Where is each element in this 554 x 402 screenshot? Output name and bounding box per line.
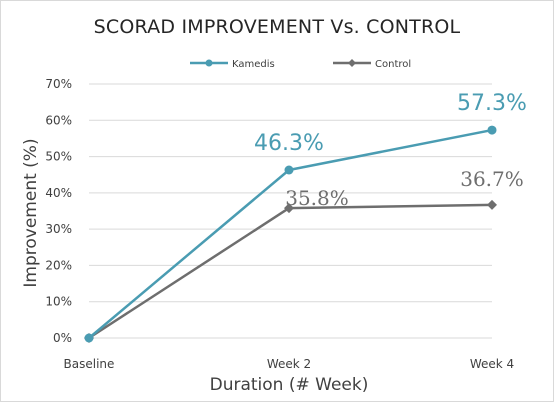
y-tick-label: 20% — [45, 258, 72, 272]
y-tick-label: 10% — [45, 295, 72, 309]
data-labels: 46.3% 57.3% 35.8% 36.7% — [254, 91, 527, 210]
y-tick-labels: 0% 10% 20% 30% 40% 50% 60% 70% — [45, 77, 72, 345]
chart-title: SCORAD IMPROVEMENT Vs. CONTROL — [93, 16, 461, 38]
x-tick-label: Week 4 — [470, 357, 514, 371]
y-tick-label: 40% — [45, 186, 72, 200]
y-tick-label: 60% — [45, 113, 72, 127]
data-label: 57.3% — [457, 91, 527, 116]
series-line-control — [88, 203, 493, 340]
data-point — [284, 165, 294, 175]
data-point — [487, 199, 497, 210]
data-label: 35.8% — [285, 186, 349, 210]
legend-marker — [205, 59, 213, 67]
y-tick-label: 0% — [53, 331, 72, 345]
data-point — [284, 203, 294, 214]
data-label: 36.7% — [460, 167, 524, 191]
y-tick-label: 70% — [45, 77, 72, 91]
data-point — [487, 125, 497, 135]
legend-marker — [348, 59, 356, 67]
series-line-kamedis — [88, 128, 493, 339]
data-point — [84, 333, 94, 343]
legend-label: Kamedis — [232, 59, 275, 70]
x-tick-label: Week 2 — [267, 357, 311, 371]
legend: Kamedis Control — [190, 59, 411, 70]
x-tick-label: Baseline — [64, 357, 115, 371]
x-tick-labels: Baseline Week 2 Week 4 — [64, 357, 515, 371]
gridlines — [89, 83, 492, 339]
data-label: 46.3% — [254, 131, 324, 156]
y-tick-label: 30% — [45, 222, 72, 236]
x-axis-title: Duration (# Week) — [210, 375, 369, 395]
y-tick-label: 50% — [45, 150, 72, 164]
legend-label: Control — [375, 59, 411, 70]
series-lines — [84, 125, 497, 343]
y-axis-title: Improvement (%) — [21, 138, 41, 287]
